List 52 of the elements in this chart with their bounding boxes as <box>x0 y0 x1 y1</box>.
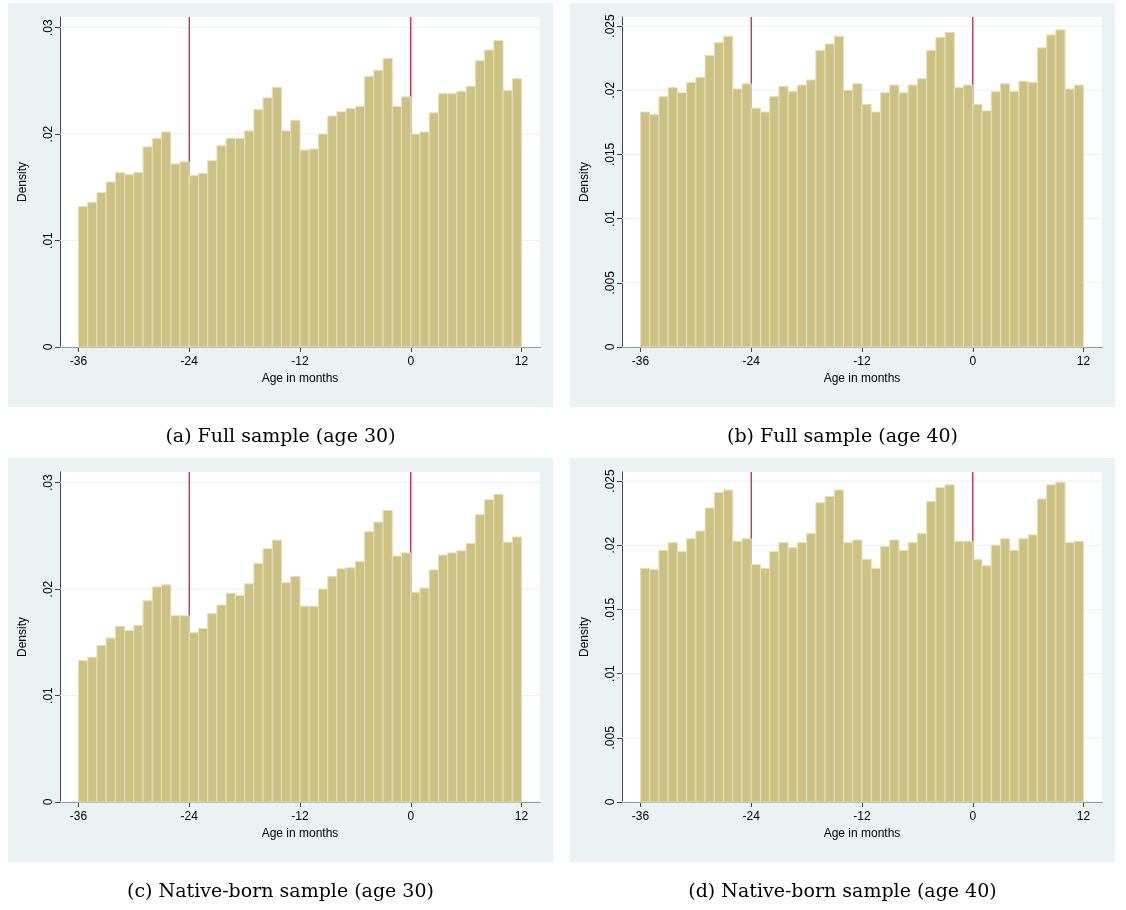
x-tick-label: -24 <box>742 809 761 823</box>
x-tick-label: -36 <box>631 809 650 823</box>
y-tick-label: .025 <box>603 468 617 493</box>
y-tick-label: .01 <box>41 231 55 249</box>
x-tick-label: -24 <box>742 354 761 368</box>
x-tick-label: -24 <box>180 809 199 823</box>
x-tick-label: -36 <box>631 354 650 368</box>
x-tick-label: -12 <box>291 354 309 368</box>
x-tick-label: -12 <box>853 354 871 368</box>
y-tick-label: .02 <box>603 81 617 99</box>
y-tick-label: .01 <box>41 686 55 704</box>
x-axis-title: Age in months <box>823 825 901 840</box>
text: (a) Full sample (age 30) <box>164 424 397 446</box>
y-tick-label: .025 <box>603 13 617 38</box>
y-tick-label: .02 <box>41 125 55 143</box>
y-tick-label: 0 <box>603 798 617 806</box>
y-tick-label: .01 <box>603 209 617 227</box>
x-tick-label: -12 <box>853 809 871 823</box>
y-tick-label: 0 <box>41 798 55 806</box>
x-tick-label: 0 <box>969 809 977 823</box>
y-axis-title: Density <box>15 616 29 658</box>
y-tick-label: .03 <box>41 18 55 36</box>
x-tick-label: 12 <box>514 809 529 823</box>
x-tick-label: 0 <box>969 354 977 368</box>
y-tick-label: .02 <box>603 536 617 554</box>
y-tick-label: .01 <box>603 664 617 682</box>
x-tick-label: 12 <box>1076 354 1091 368</box>
x-tick-label: 12 <box>514 354 529 368</box>
y-axis-title: Density <box>577 616 591 658</box>
x-axis-title: Age in months <box>261 370 339 385</box>
y-tick-label: 0 <box>41 343 55 351</box>
x-tick-label: -12 <box>291 809 309 823</box>
x-tick-label: 0 <box>407 809 415 823</box>
y-tick-label: .015 <box>603 597 617 622</box>
y-axis-title: Density <box>15 161 29 203</box>
x-tick-label: 12 <box>1076 809 1091 823</box>
x-axis-title: Age in months <box>261 825 339 840</box>
y-axis-title: Density <box>577 161 591 203</box>
x-tick-label: -36 <box>69 809 88 823</box>
text: (d) Native-born sample (age 40) <box>687 879 998 901</box>
x-tick-label: -24 <box>180 354 199 368</box>
y-tick-label: .015 <box>603 142 617 167</box>
y-tick-label: .02 <box>41 580 55 598</box>
text: (b) Full sample (age 40) <box>725 424 959 446</box>
x-axis-title: Age in months <box>823 370 901 385</box>
y-tick-label: .005 <box>603 270 617 295</box>
x-tick-label: -36 <box>69 354 88 368</box>
y-tick-label: .03 <box>41 473 55 491</box>
x-tick-label: 0 <box>407 354 415 368</box>
y-tick-label: .005 <box>603 725 617 750</box>
y-tick-label: 0 <box>603 343 617 351</box>
text: (c) Native-born sample (age 30) <box>126 879 435 901</box>
